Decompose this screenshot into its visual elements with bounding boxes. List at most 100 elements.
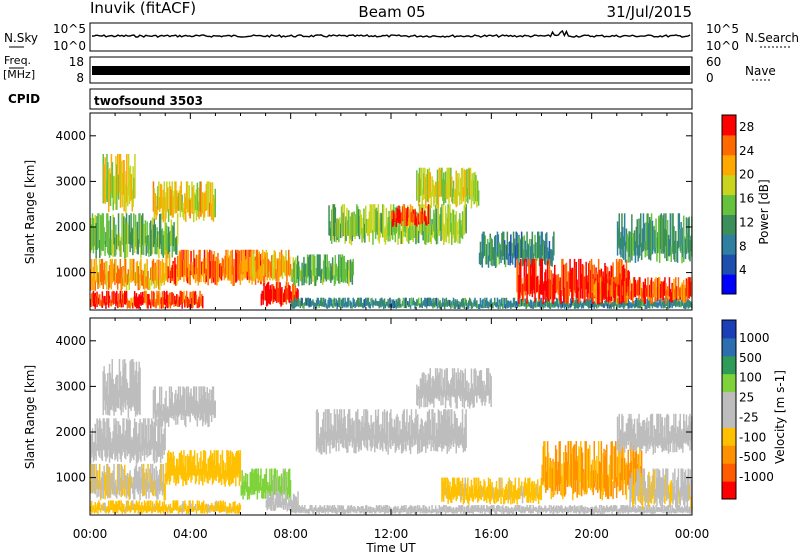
heatmap-cell-9 [328, 205, 330, 236]
heatmap-cell-10 [392, 210, 395, 226]
heatmap-cell-8 [563, 508, 565, 512]
heatmap-cell-0 [111, 291, 113, 303]
heatmap-cell-12 [296, 299, 299, 307]
heatmap-cell-0 [154, 301, 156, 308]
heatmap-cell-7 [269, 497, 271, 507]
heatmap-cell-12 [290, 300, 293, 307]
heatmap-cell-14 [635, 439, 638, 452]
heatmap-cell-9 [400, 231, 403, 244]
colorbar-swatch [722, 409, 736, 428]
heatmap-cell-5 [177, 466, 180, 484]
heatmap-cell-0 [171, 508, 173, 513]
heatmap-cell-8 [374, 509, 377, 514]
heatmap-cell-1 [127, 477, 130, 497]
heatmap-cell-14 [642, 420, 645, 445]
heatmap-cell-5 [170, 267, 173, 282]
heatmap-cell-12 [623, 298, 626, 308]
heatmap-cell-12 [649, 298, 651, 309]
heatmap-cell-8 [666, 506, 668, 514]
heatmap-cell-9 [352, 421, 354, 444]
heatmap-cell-12 [572, 297, 575, 306]
heatmap-cell-4 [183, 387, 185, 416]
heatmap-cell-12 [346, 302, 348, 308]
heatmap-cell-3 [110, 154, 113, 194]
heatmap-cell-8 [681, 506, 683, 513]
heatmap-cell-8 [567, 508, 569, 513]
heatmap-cell-1 [139, 261, 141, 289]
heatmap-cell-15 [613, 281, 615, 298]
heatmap-cell-4 [170, 189, 173, 216]
heatmap-cell-9 [388, 421, 390, 442]
heatmap-cell-7 [272, 501, 275, 511]
heatmap-cell-10 [443, 369, 446, 396]
heatmap-cell-2 [133, 233, 136, 253]
heatmap-cell-0 [197, 299, 199, 309]
heatmap-cell-11 [527, 478, 529, 503]
heatmap-cell-8 [475, 505, 477, 512]
heatmap-cell-9 [433, 417, 435, 451]
heatmap-cell-0 [118, 500, 121, 510]
heatmap-cell-6 [272, 284, 274, 304]
heatmap-cell-13 [666, 468, 668, 501]
heatmap-cell-2 [164, 213, 166, 255]
heatmap-cell-14 [640, 426, 642, 452]
heatmap-cell-13 [546, 232, 548, 259]
heatmap-cell-4 [172, 195, 174, 218]
heatmap-cell-1 [118, 269, 121, 284]
heatmap-cell-0 [137, 296, 139, 309]
heatmap-cell-1 [161, 258, 164, 283]
heatmap-cell-14 [634, 433, 637, 451]
heatmap-cell-1 [93, 463, 96, 494]
heatmap-cell-9 [388, 210, 390, 236]
heatmap-cell-0 [116, 290, 118, 305]
heatmap-cell-11 [514, 477, 517, 498]
heatmap-cell-16 [653, 225, 655, 252]
heatmap-cell-8 [299, 506, 302, 514]
heatmap-cell-8 [430, 510, 432, 514]
heatmap-cell-0 [130, 297, 132, 307]
heatmap-cell-8 [446, 506, 448, 513]
heatmap-cell-12 [372, 299, 374, 308]
heatmap-cell-2 [119, 425, 122, 460]
heatmap-cell-2 [116, 421, 118, 457]
heatmap-cell-2 [92, 218, 95, 254]
heatmap-cell-2 [136, 221, 139, 254]
heatmap-cell-9 [448, 207, 450, 244]
heatmap-cell-8 [572, 506, 574, 511]
heatmap-cell-3 [115, 155, 117, 210]
freq-band [92, 66, 690, 75]
heatmap-cell-9 [427, 411, 430, 440]
heatmap-cell-0 [174, 503, 176, 510]
heatmap-cell-12 [485, 299, 487, 308]
heatmap-cell-2 [96, 418, 98, 451]
heatmap-cell-0 [99, 299, 102, 306]
heatmap-cell-12 [496, 297, 499, 307]
y-tick-label: 4000 [55, 334, 86, 348]
heatmap-cell-9 [459, 213, 461, 244]
heatmap-cell-2 [110, 442, 113, 459]
heatmap-cell-0 [148, 500, 150, 512]
heatmap-cell-1 [124, 258, 127, 283]
heatmap-cell-2 [112, 431, 114, 454]
heatmap-cell-12 [570, 298, 572, 308]
heatmap-cell-8 [427, 509, 430, 513]
heatmap-cell-7 [261, 253, 263, 282]
heatmap-cell-8 [348, 260, 351, 280]
heatmap-cell-9 [405, 422, 407, 452]
heatmap-cell-8 [338, 254, 340, 284]
heatmap-cell-0 [200, 505, 202, 514]
heatmap-cell-8 [503, 509, 506, 513]
heatmap-cell-13 [480, 252, 483, 264]
heatmap-cell-1 [100, 258, 103, 286]
heatmap-cell-8 [486, 505, 488, 512]
heatmap-cell-2 [172, 226, 174, 247]
heatmap-cell-15 [640, 282, 642, 297]
heatmap-cell-16 [632, 233, 635, 251]
heatmap-cell-13 [543, 245, 545, 261]
heatmap-cell-8 [425, 507, 428, 514]
heatmap-cell-0 [210, 505, 212, 511]
heatmap-cell-12 [395, 299, 397, 309]
heatmap-cell-13 [508, 242, 510, 256]
heatmap-cell-9 [344, 222, 346, 244]
heatmap-cell-4 [206, 181, 208, 210]
